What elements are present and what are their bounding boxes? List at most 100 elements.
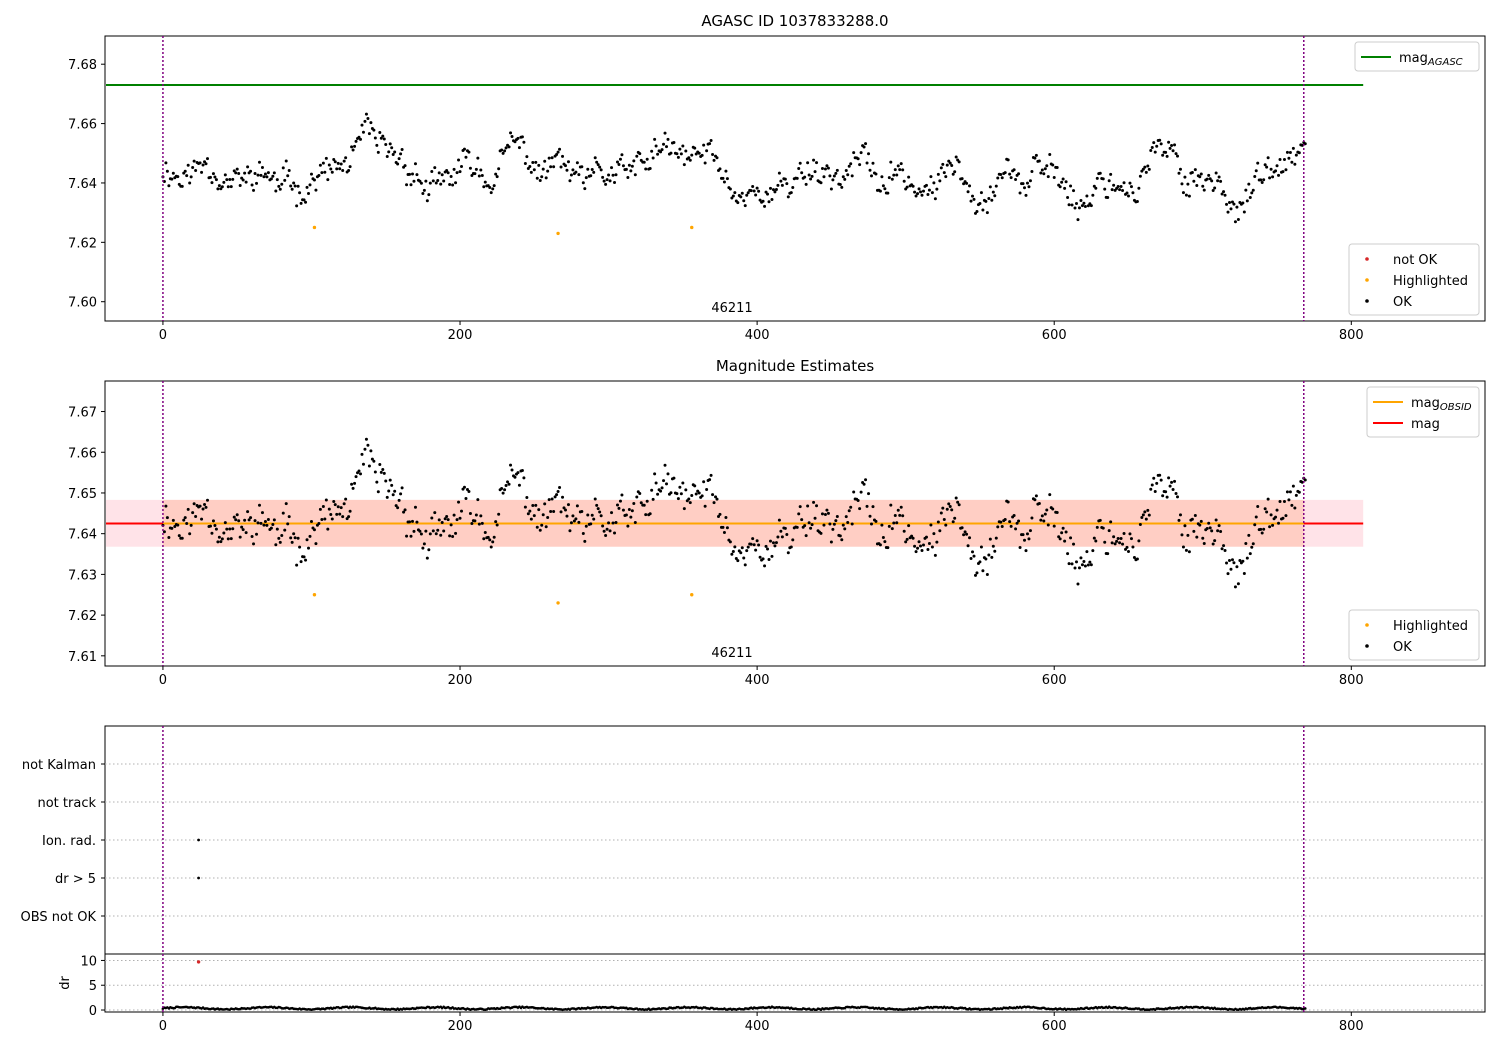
ok-point: [850, 522, 854, 526]
ok-point: [241, 178, 245, 182]
ok-point: [1219, 179, 1223, 183]
ok-point: [1060, 180, 1064, 184]
ok-point: [1220, 192, 1224, 196]
ok-point: [1057, 535, 1061, 539]
ok-point: [393, 150, 397, 154]
ok-point: [1106, 552, 1110, 556]
ok-point: [183, 169, 187, 173]
ok-point: [272, 518, 276, 522]
ok-point: [509, 131, 513, 135]
ok-point: [825, 508, 829, 512]
ok-point: [1051, 507, 1055, 511]
ok-point: [820, 512, 824, 516]
ok-point: [899, 162, 903, 166]
ok-point: [280, 182, 284, 186]
ok-point: [1083, 564, 1087, 568]
ok-point: [899, 505, 903, 509]
ok-point: [621, 164, 625, 168]
ok-point: [1226, 572, 1230, 576]
ok-point: [252, 188, 256, 192]
ok-point: [752, 543, 756, 547]
ok-point: [831, 178, 835, 182]
ok-point: [1278, 499, 1282, 503]
ok-point: [428, 532, 432, 536]
ok-point: [1294, 493, 1298, 497]
ok-point: [1006, 158, 1010, 162]
ok-point: [815, 504, 819, 508]
ok-point: [932, 181, 936, 185]
ok-point: [1046, 523, 1050, 527]
ok-point: [1014, 177, 1018, 181]
ok-point: [422, 542, 426, 546]
ok-point: [286, 522, 290, 526]
ok-point: [575, 504, 579, 508]
ok-point: [468, 166, 472, 170]
ok-point: [1121, 189, 1125, 193]
ok-point: [1131, 191, 1135, 195]
ok-point: [639, 501, 643, 505]
ok-point: [1247, 533, 1251, 537]
ok-point: [513, 475, 517, 479]
y-tick-label: 7.61: [68, 650, 97, 665]
ok-point: [246, 165, 250, 169]
ok-point: [1061, 526, 1065, 530]
ok-point: [803, 524, 807, 528]
ok-point: [359, 137, 363, 141]
ok-point: [1263, 163, 1267, 167]
ok-point: [916, 546, 920, 550]
ok-point: [838, 183, 842, 187]
ok-point: [985, 572, 989, 576]
ok-point: [1285, 150, 1289, 154]
ok-point: [806, 161, 810, 165]
ok-point: [222, 180, 226, 184]
ok-point: [700, 494, 704, 498]
ok-point: [354, 139, 358, 143]
ok-point: [1167, 476, 1171, 480]
ok-point: [880, 175, 884, 179]
ok-point: [999, 172, 1003, 176]
dr-gridlines: [105, 959, 1485, 1011]
ok-point: [577, 520, 581, 524]
ok-point: [651, 156, 655, 160]
ok-point: [1235, 565, 1239, 569]
ok-point: [1003, 517, 1007, 521]
ok-point: [351, 148, 355, 152]
ok-point: [653, 472, 657, 476]
ok-point: [372, 459, 376, 463]
x-tick-label: 400: [745, 1019, 770, 1034]
ok-point: [305, 185, 309, 189]
ok-point: [1033, 498, 1037, 502]
ok-point: [167, 184, 171, 188]
ok-point: [972, 554, 976, 558]
ok-point: [746, 545, 750, 549]
ok-point: [526, 512, 530, 516]
ok-point: [615, 160, 619, 164]
ok-point: [488, 538, 492, 542]
ok-point: [718, 167, 722, 171]
category-label: Ion. rad.: [42, 834, 96, 849]
ok-point: [865, 161, 869, 165]
ok-point: [867, 152, 871, 156]
ok-point: [1223, 549, 1227, 553]
ok-point: [831, 527, 835, 531]
x-tick-label: 0: [159, 1019, 167, 1034]
ok-point: [979, 191, 983, 195]
ok-point: [731, 549, 735, 553]
ok-point: [1125, 191, 1129, 195]
ok-point: [596, 163, 600, 167]
ok-point: [1006, 500, 1010, 504]
ok-point: [907, 524, 911, 528]
ok-point: [454, 531, 458, 535]
ok-point: [1254, 515, 1258, 519]
ok-point: [1140, 515, 1144, 519]
ok-point: [703, 161, 707, 165]
ok-point: [320, 517, 324, 521]
ok-point: [1230, 558, 1234, 562]
ok-point: [1180, 533, 1184, 537]
ok-point: [373, 470, 377, 474]
ok-point: [930, 191, 934, 195]
ok-point: [948, 161, 952, 165]
ok-point: [1074, 560, 1078, 564]
ok-point: [289, 184, 293, 188]
